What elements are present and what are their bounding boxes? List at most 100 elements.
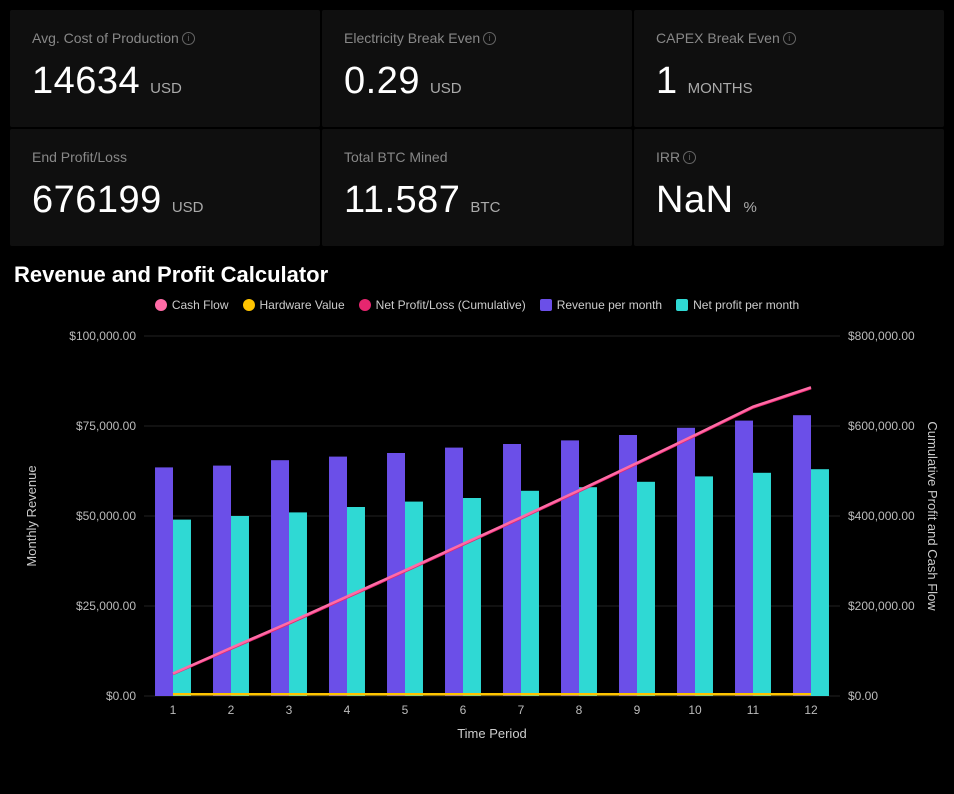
legend-label: Revenue per month (557, 298, 662, 312)
x-tick: 2 (228, 703, 235, 717)
legend-swatch (676, 299, 688, 311)
metric-value-row: 14634USD (32, 60, 298, 103)
bar-netprofit[interactable] (811, 469, 829, 696)
bar-netprofit[interactable] (289, 512, 307, 696)
metrics-grid: Avg. Cost of Productioni14634USDElectric… (0, 0, 954, 250)
metric-label-text: Electricity Break Even (344, 30, 480, 46)
x-axis-title: Time Period (457, 726, 527, 741)
x-tick: 1 (170, 703, 177, 717)
metric-value-row: 676199 USD (32, 179, 298, 222)
legend-item[interactable]: Net Profit/Loss (Cumulative) (359, 298, 526, 312)
chart-svg: $0.00 $25,000.00 $50,000.00 $75,000.00 $100,… (14, 322, 940, 752)
info-icon[interactable]: i (182, 32, 195, 45)
bar-netprofit[interactable] (695, 476, 713, 696)
metric-label: Total BTC Mined (344, 149, 610, 165)
metric-label-text: IRR (656, 149, 680, 165)
bar-revenue[interactable] (735, 421, 753, 696)
metric-value: 0.29 (344, 60, 420, 103)
info-icon[interactable]: i (483, 32, 496, 45)
bar-revenue[interactable] (793, 415, 811, 696)
x-tick: 6 (460, 703, 467, 717)
metric-label: End Profit/Loss (32, 149, 298, 165)
chart-legend: Cash Flow Hardware Value Net Profit/Loss (… (14, 298, 940, 312)
x-tick: 11 (747, 703, 760, 717)
info-icon[interactable]: i (683, 151, 696, 164)
legend-label: Cash Flow (172, 298, 229, 312)
bar-revenue[interactable] (503, 444, 521, 696)
metric-value-row: 0.29 USD (344, 60, 610, 103)
y-right-tick: $0.00 (848, 689, 878, 703)
y-right-tick: $600,000.00 (848, 419, 915, 433)
metric-label: CAPEX Break Eveni (656, 30, 922, 46)
bar-revenue[interactable] (445, 448, 463, 696)
y-left-tick: $0.00 (106, 689, 136, 703)
metric-label: Avg. Cost of Productioni (32, 30, 298, 46)
bar-revenue[interactable] (155, 467, 173, 696)
metric-label-text: Total BTC Mined (344, 149, 447, 165)
metric-value-row: 1 MONTHS (656, 60, 922, 103)
metric-label: IRRi (656, 149, 922, 165)
metric-value: 11.587 (344, 179, 460, 222)
bar-netprofit[interactable] (753, 473, 771, 696)
line-cashflow[interactable] (173, 387, 811, 673)
legend-item[interactable]: Net profit per month (676, 298, 799, 312)
bar-netprofit[interactable] (231, 516, 249, 696)
metric-value-row: NaN% (656, 179, 922, 222)
metric-unit: % (744, 199, 757, 216)
x-tick: 10 (688, 703, 702, 717)
metric-label-text: End Profit/Loss (32, 149, 127, 165)
metric-unit: USD (172, 199, 204, 216)
metric-unit: MONTHS (688, 80, 753, 97)
bar-revenue[interactable] (213, 466, 231, 696)
bar-revenue[interactable] (271, 460, 289, 696)
metric-card: CAPEX Break Eveni 1 MONTHS (634, 10, 944, 127)
metric-value: 1 (656, 60, 678, 103)
y-left-tick: $75,000.00 (76, 419, 136, 433)
metric-value-row: 11.587 BTC (344, 179, 610, 222)
legend-item[interactable]: Cash Flow (155, 298, 229, 312)
x-tick: 7 (518, 703, 525, 717)
info-icon[interactable]: i (783, 32, 796, 45)
bar-revenue[interactable] (619, 435, 637, 696)
metric-card: Avg. Cost of Productioni 14634USD (10, 10, 320, 127)
y-left-tick: $50,000.00 (76, 509, 136, 523)
y-left-tick: $25,000.00 (76, 599, 136, 613)
legend-swatch (243, 299, 255, 311)
metric-card: End Profit/Loss 676199 USD (10, 129, 320, 246)
x-tick: 5 (402, 703, 409, 717)
legend-swatch (540, 299, 552, 311)
chart-section: Revenue and Profit Calculator Cash Flow H… (0, 250, 954, 752)
y-right-tick: $200,000.00 (848, 599, 915, 613)
metric-label: Electricity Break Eveni (344, 30, 610, 46)
metric-value: 14634 (32, 60, 140, 103)
bar-netprofit[interactable] (463, 498, 481, 696)
bar-netprofit[interactable] (579, 487, 597, 696)
y-left-tick: $100,000.00 (69, 329, 136, 343)
bar-revenue[interactable] (329, 457, 347, 696)
bar-netprofit[interactable] (521, 491, 539, 696)
metric-unit: BTC (470, 199, 500, 216)
y-right-tick: $400,000.00 (848, 509, 915, 523)
metric-card: Electricity Break Eveni 0.29 USD (322, 10, 632, 127)
bar-netprofit[interactable] (637, 482, 655, 696)
legend-item[interactable]: Revenue per month (540, 298, 662, 312)
legend-swatch (359, 299, 371, 311)
metric-label-text: CAPEX Break Even (656, 30, 780, 46)
bar-netprofit[interactable] (347, 507, 365, 696)
x-tick: 12 (804, 703, 818, 717)
bar-revenue[interactable] (561, 440, 579, 696)
legend-label: Hardware Value (260, 298, 345, 312)
bar-netprofit[interactable] (405, 502, 423, 696)
metric-value: NaN (656, 179, 734, 222)
chart-container: $0.00 $25,000.00 $50,000.00 $75,000.00 $100,… (14, 322, 940, 752)
metric-value: 676199 (32, 179, 162, 222)
legend-item[interactable]: Hardware Value (243, 298, 345, 312)
metric-card: Total BTC Mined 11.587 BTC (322, 129, 632, 246)
metric-label-text: Avg. Cost of Production (32, 30, 179, 46)
y-left-axis-title: Monthly Revenue (24, 465, 39, 566)
chart-title: Revenue and Profit Calculator (14, 262, 940, 288)
bar-revenue[interactable] (677, 428, 695, 696)
legend-label: Net Profit/Loss (Cumulative) (376, 298, 526, 312)
y-right-axis-title: Cumulative Profit and Cash Flow (925, 421, 940, 611)
metric-unit: USD (430, 80, 462, 97)
